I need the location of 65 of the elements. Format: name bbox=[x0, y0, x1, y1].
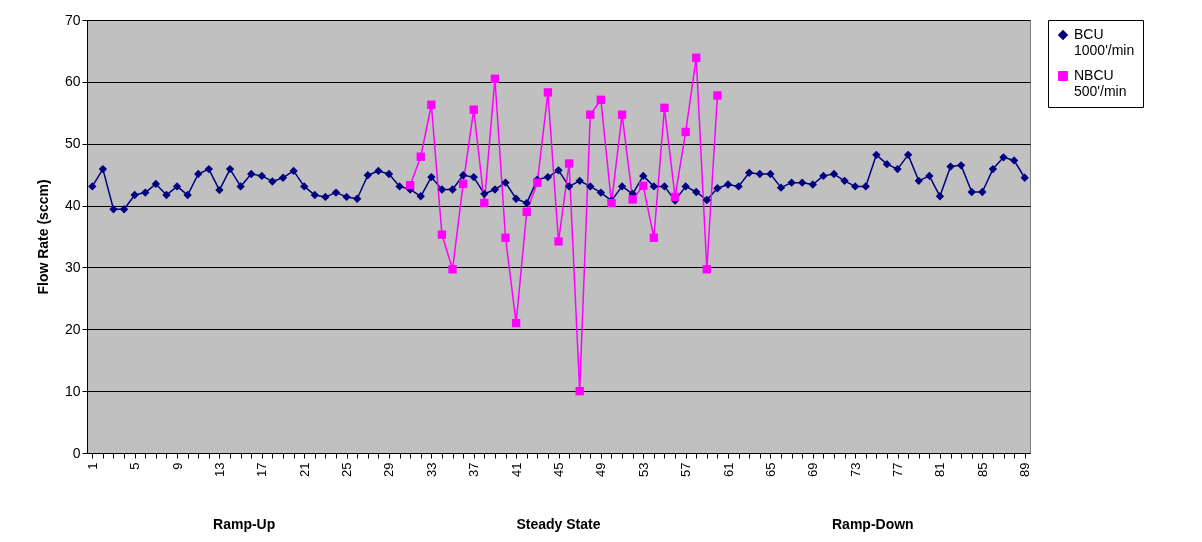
x-tick-label: 53 bbox=[635, 462, 651, 477]
x-tick-label: 13 bbox=[211, 462, 227, 477]
point bbox=[670, 192, 680, 202]
point bbox=[480, 198, 489, 208]
y-tick-label: 60 bbox=[64, 73, 81, 90]
point bbox=[490, 74, 500, 83]
x-tick-label: 61 bbox=[720, 462, 736, 477]
y-tick-label: 20 bbox=[64, 320, 81, 337]
x-tick-label: 9 bbox=[169, 462, 185, 470]
y-tick-label: 0 bbox=[72, 444, 81, 461]
x-tick-label: 49 bbox=[593, 462, 609, 477]
point bbox=[427, 100, 436, 109]
x-tick-label: 85 bbox=[974, 462, 990, 477]
x-tick-label: 21 bbox=[296, 462, 312, 477]
legend-label: BCU 1000'/min bbox=[1074, 26, 1135, 58]
text: Ramp-Down bbox=[831, 516, 915, 532]
point bbox=[681, 127, 690, 137]
x-tick-label: 41 bbox=[508, 462, 524, 477]
x-tick-label: 81 bbox=[932, 462, 948, 477]
point bbox=[702, 265, 712, 274]
point bbox=[543, 88, 553, 97]
x-tick-label: 65 bbox=[762, 462, 778, 477]
x-tick-label: 89 bbox=[1017, 462, 1033, 477]
x-tick-label: 5 bbox=[127, 462, 143, 470]
x-tick-label: 45 bbox=[551, 462, 566, 477]
point bbox=[713, 91, 722, 100]
point bbox=[437, 230, 447, 239]
x-tick-label: 1 bbox=[84, 462, 100, 470]
text: Ramp-Up bbox=[212, 516, 277, 532]
point bbox=[501, 233, 510, 242]
y-tick-label: 10 bbox=[64, 382, 81, 399]
point bbox=[649, 233, 659, 242]
point bbox=[596, 95, 606, 104]
x-tick-label: 29 bbox=[381, 462, 397, 477]
point bbox=[692, 53, 701, 62]
point bbox=[554, 237, 563, 246]
x-tick-label: 37 bbox=[466, 462, 482, 477]
point bbox=[564, 159, 574, 168]
point bbox=[617, 110, 627, 119]
y-tick-label: 70 bbox=[64, 11, 81, 28]
x-tick-label: 77 bbox=[890, 462, 906, 477]
x-tick-label: 17 bbox=[254, 462, 270, 477]
point bbox=[660, 103, 669, 113]
x-tick-label: 33 bbox=[423, 462, 439, 477]
point bbox=[575, 386, 584, 396]
point bbox=[639, 181, 648, 190]
point bbox=[586, 110, 595, 119]
x-tick-label: 69 bbox=[805, 462, 821, 477]
legend-label: NBCU 500'/min bbox=[1074, 67, 1127, 99]
point bbox=[405, 180, 415, 190]
y-axis-title: Flow Rate (sccm) bbox=[34, 179, 51, 295]
x-tick-label: 25 bbox=[339, 462, 355, 477]
point bbox=[469, 105, 478, 114]
x-tick-label: 73 bbox=[847, 462, 863, 477]
text: Steady State bbox=[515, 516, 602, 532]
point bbox=[458, 179, 468, 189]
point bbox=[448, 265, 457, 274]
y-tick-label: 50 bbox=[64, 135, 81, 152]
point bbox=[511, 318, 521, 328]
point bbox=[628, 195, 637, 204]
x-tick-label: 57 bbox=[678, 462, 694, 477]
point bbox=[416, 152, 425, 161]
y-tick-label: 30 bbox=[64, 258, 81, 275]
point bbox=[522, 207, 531, 216]
y-tick-label: 40 bbox=[64, 197, 81, 214]
